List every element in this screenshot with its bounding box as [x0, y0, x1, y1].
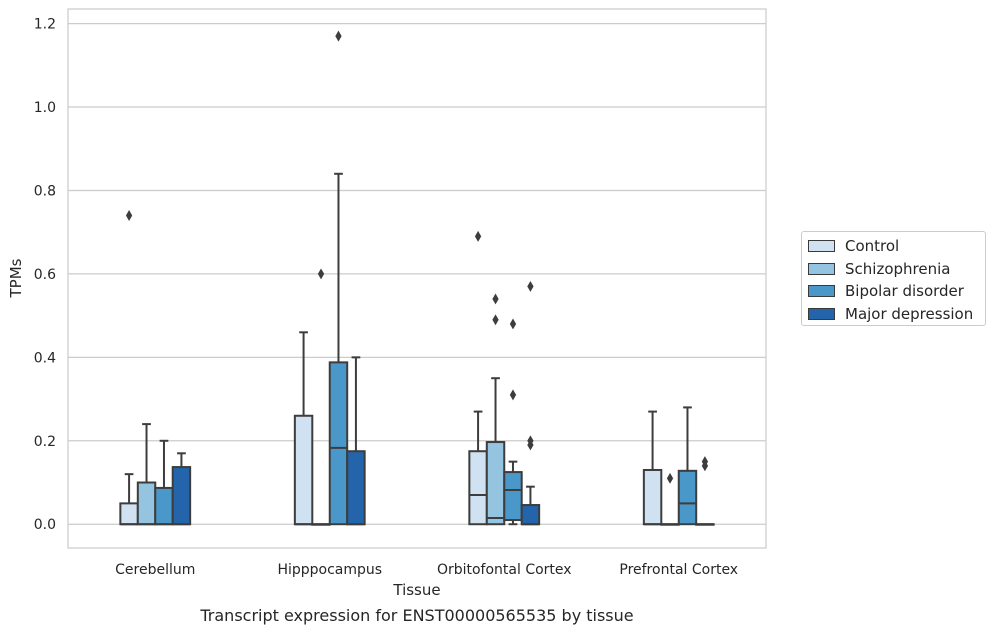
outlier-point: [492, 314, 499, 326]
box: [154, 486, 174, 526]
box: [485, 441, 506, 526]
x-tick-label: Prefrontal Cortex: [619, 562, 738, 578]
outlier-point: [335, 30, 342, 42]
x-tick-label: Cerebellum: [115, 562, 195, 578]
y-tick-label: 1.2: [34, 17, 56, 33]
legend-swatch: [808, 240, 835, 253]
box: [346, 450, 366, 526]
y-tick-label: 0.4: [34, 350, 56, 366]
outlier-point: [474, 230, 482, 242]
x-tick-label: Hipppocampus: [277, 562, 382, 578]
outlier-point: [509, 318, 517, 330]
legend-label: Bipolar disorder: [845, 282, 964, 301]
x-tick-labels: Cerebellum Hipppocampus Orbitofontal Corte…: [115, 562, 738, 578]
outlier-point: [701, 456, 709, 468]
y-tick-label: 0.0: [34, 517, 56, 533]
legend-label: Control: [845, 237, 900, 256]
plot-frame: [67, 8, 767, 549]
outlier-point: [527, 280, 534, 292]
x-axis-label: Tissue: [392, 581, 440, 599]
box: [468, 450, 488, 526]
outlier-point: [125, 210, 133, 221]
legend-label: Schizophrenia: [845, 259, 951, 278]
box: [642, 468, 663, 526]
legend-item: Bipolar disorder: [808, 280, 985, 303]
legend-item: Major depression: [808, 303, 985, 326]
legend-item: Control: [808, 235, 985, 258]
legend-swatch: [808, 307, 835, 320]
box: [171, 466, 192, 526]
outlier-point: [492, 293, 499, 305]
box: [520, 504, 541, 526]
outlier-point: [317, 268, 325, 280]
y-axis-label: TPMs: [7, 258, 25, 298]
legend-swatch: [808, 285, 835, 298]
outlier-point: [666, 472, 674, 484]
outlier-point: [509, 389, 517, 401]
y-tick-label: 0.6: [34, 267, 56, 283]
legend-swatch: [808, 262, 835, 275]
figure-caption: Transcript expression for ENST0000056553…: [200, 606, 634, 625]
outlier-point: [527, 435, 534, 447]
y-gridlines: [68, 22, 766, 525]
y-tick-label: 1.0: [34, 100, 56, 116]
box-series: [119, 30, 715, 526]
legend: Control Schizophrenia Bipolar disorder M…: [801, 231, 986, 326]
box: [503, 471, 523, 522]
y-tick-labels: 0.0 0.2 0.4 0.6 0.8 1.0 1.2: [34, 17, 56, 534]
legend-label: Major depression: [845, 304, 974, 323]
y-tick-label: 0.2: [34, 434, 56, 450]
box: [677, 469, 698, 526]
box: [328, 361, 349, 526]
box: [119, 502, 139, 526]
box: [293, 414, 314, 526]
x-tick-label: Orbitofontal Cortex: [437, 562, 572, 578]
legend-item: Schizophrenia: [808, 258, 985, 281]
y-tick-label: 0.8: [34, 183, 56, 199]
box: [136, 481, 157, 526]
